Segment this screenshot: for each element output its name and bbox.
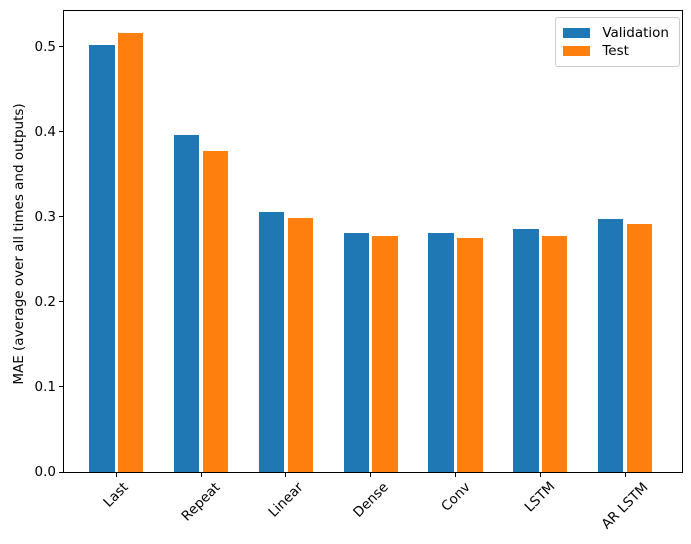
x-tick-mark bbox=[624, 473, 626, 477]
y-tick-label: 0.4 bbox=[34, 123, 56, 140]
legend-item-test: Test bbox=[563, 42, 669, 60]
x-tick-mark bbox=[539, 473, 541, 477]
bar-validation-last bbox=[89, 45, 115, 472]
bar-validation-dense bbox=[343, 233, 369, 472]
x-tick-label-linear: Linear bbox=[265, 479, 307, 520]
bar-validation-lstm bbox=[513, 228, 539, 472]
bar-test-last bbox=[117, 33, 144, 472]
x-tick-mark bbox=[115, 473, 117, 477]
x-tick-mark bbox=[370, 473, 372, 477]
bar-validation-linear bbox=[258, 211, 285, 472]
x-tick-mark bbox=[285, 473, 287, 477]
y-axis-label: MAE (average over all times and outputs) bbox=[11, 103, 27, 385]
y-tick-label: 0.3 bbox=[34, 208, 56, 225]
bar-test-lstm bbox=[541, 236, 568, 472]
y-tick-label: 0.0 bbox=[34, 464, 56, 480]
legend: Validation Test bbox=[555, 17, 680, 67]
x-tick-label-conv: Conv bbox=[437, 478, 474, 515]
legend-item-validation: Validation bbox=[563, 24, 669, 42]
x-tick-mark bbox=[455, 473, 456, 477]
bar-test-ar-lstm bbox=[626, 223, 653, 472]
y-tick-label: 0.2 bbox=[34, 293, 56, 310]
y-tick-mark bbox=[59, 471, 63, 473]
legend-swatch-test-icon bbox=[563, 46, 591, 56]
legend-swatch-validation-icon bbox=[563, 28, 591, 38]
legend-label-test: Test bbox=[602, 43, 629, 59]
y-tick-mark bbox=[59, 301, 63, 303]
bar-test-conv bbox=[457, 238, 483, 472]
bar-test-linear bbox=[287, 217, 314, 472]
x-tick-label-last: Last bbox=[100, 478, 132, 511]
y-tick-label: 0.5 bbox=[34, 38, 56, 55]
x-tick-label-dense: Dense bbox=[349, 479, 392, 521]
y-tick-mark bbox=[59, 131, 63, 133]
x-tick-mark bbox=[200, 473, 202, 477]
legend-label-validation: Validation bbox=[602, 25, 669, 41]
x-tick-label-repeat: Repeat bbox=[178, 479, 224, 525]
y-tick-mark bbox=[59, 386, 63, 388]
x-tick-label-lstm: LSTM bbox=[521, 478, 559, 516]
bar-test-dense bbox=[372, 236, 398, 472]
y-tick-mark bbox=[59, 216, 63, 218]
y-tick-label: 0.1 bbox=[34, 378, 56, 395]
bar-validation-conv bbox=[428, 233, 454, 472]
plot-area bbox=[63, 10, 683, 473]
bar-validation-ar-lstm bbox=[597, 218, 624, 472]
bar-validation-repeat bbox=[173, 135, 200, 472]
bar-test-repeat bbox=[202, 151, 229, 472]
x-tick-label-ar-lstm: AR LSTM bbox=[598, 479, 652, 532]
y-tick-mark bbox=[59, 46, 63, 48]
